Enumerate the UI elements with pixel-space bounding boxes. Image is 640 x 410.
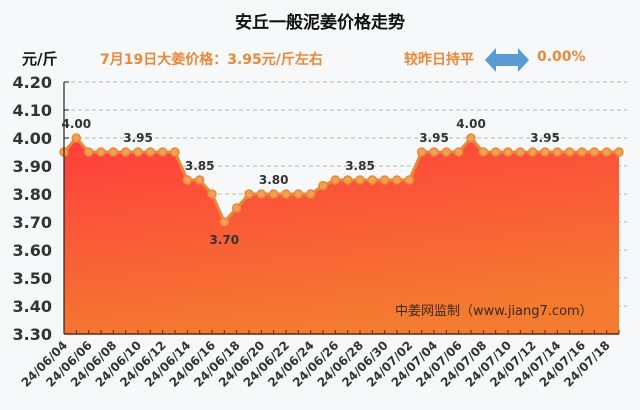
y-tick-label: 4.10 xyxy=(13,101,52,120)
data-point xyxy=(355,175,365,185)
data-point xyxy=(219,217,230,227)
data-point xyxy=(293,189,304,199)
y-tick-label: 4.20 xyxy=(13,73,52,92)
data-label: 4.00 xyxy=(62,117,92,131)
data-point xyxy=(527,147,538,157)
data-point xyxy=(416,147,427,157)
data-label: 4.00 xyxy=(456,117,486,131)
data-label: 3.85 xyxy=(345,159,375,173)
price-area xyxy=(64,138,619,334)
data-point xyxy=(490,147,501,157)
chart-title: 安丘一般泥姜价格走势 xyxy=(235,13,405,33)
data-point xyxy=(330,175,341,185)
data-point xyxy=(392,175,402,185)
data-point xyxy=(466,133,476,143)
data-point xyxy=(71,133,82,143)
data-point xyxy=(108,147,119,157)
data-point xyxy=(231,203,242,213)
price-info: 7月19日大姜价格：3.95元/斤左右 xyxy=(100,52,323,68)
data-label: 3.95 xyxy=(530,131,560,145)
y-tick-label: 3.40 xyxy=(13,297,52,316)
price-line xyxy=(62,135,619,225)
data-label: 3.85 xyxy=(185,159,215,173)
y-tick-label: 3.70 xyxy=(13,213,52,232)
data-point xyxy=(342,175,353,185)
data-point xyxy=(207,189,217,199)
y-axis-unit: 元/斤 xyxy=(22,50,58,68)
data-point xyxy=(441,147,452,157)
y-tick-label: 4.00 xyxy=(13,129,52,148)
data-point xyxy=(601,147,612,157)
data-point xyxy=(145,147,156,157)
y-tick-label: 3.60 xyxy=(13,241,52,260)
data-point xyxy=(404,175,415,185)
data-label: 3.80 xyxy=(259,173,289,187)
data-point xyxy=(540,147,550,157)
data-point xyxy=(96,147,106,157)
data-label: 3.95 xyxy=(419,131,449,145)
data-point xyxy=(281,189,291,199)
data-point xyxy=(194,175,205,185)
data-point xyxy=(515,147,526,157)
data-point xyxy=(577,147,587,157)
data-point xyxy=(256,189,267,199)
data-point xyxy=(268,189,279,199)
data-point xyxy=(120,147,131,157)
y-tick-label: 3.80 xyxy=(13,185,52,204)
data-point xyxy=(453,147,464,157)
y-tick-label: 3.50 xyxy=(13,269,52,288)
data-point xyxy=(170,147,180,157)
double-arrow-icon xyxy=(485,48,529,72)
data-point xyxy=(83,147,94,157)
compare-text: 较昨日持平 xyxy=(404,52,474,68)
data-point xyxy=(552,147,563,157)
data-point xyxy=(157,147,168,157)
data-label: 3.70 xyxy=(210,233,240,247)
data-point xyxy=(478,147,489,157)
data-point xyxy=(133,147,143,157)
y-tick-label: 3.30 xyxy=(13,325,52,344)
data-point xyxy=(589,147,600,157)
watermark: 中姜网监制（www.jiang7.com） xyxy=(395,304,593,319)
data-point xyxy=(614,147,624,157)
y-tick-label: 3.90 xyxy=(13,157,52,176)
data-point xyxy=(318,180,328,191)
data-point xyxy=(182,175,193,185)
data-label: 3.95 xyxy=(123,131,153,145)
data-point xyxy=(564,147,575,157)
data-point xyxy=(367,175,378,185)
data-point xyxy=(429,147,439,157)
data-point xyxy=(305,189,316,199)
data-point xyxy=(503,147,513,157)
data-point xyxy=(379,175,390,185)
change-percent: 0.00% xyxy=(537,49,586,65)
data-point xyxy=(244,189,254,199)
